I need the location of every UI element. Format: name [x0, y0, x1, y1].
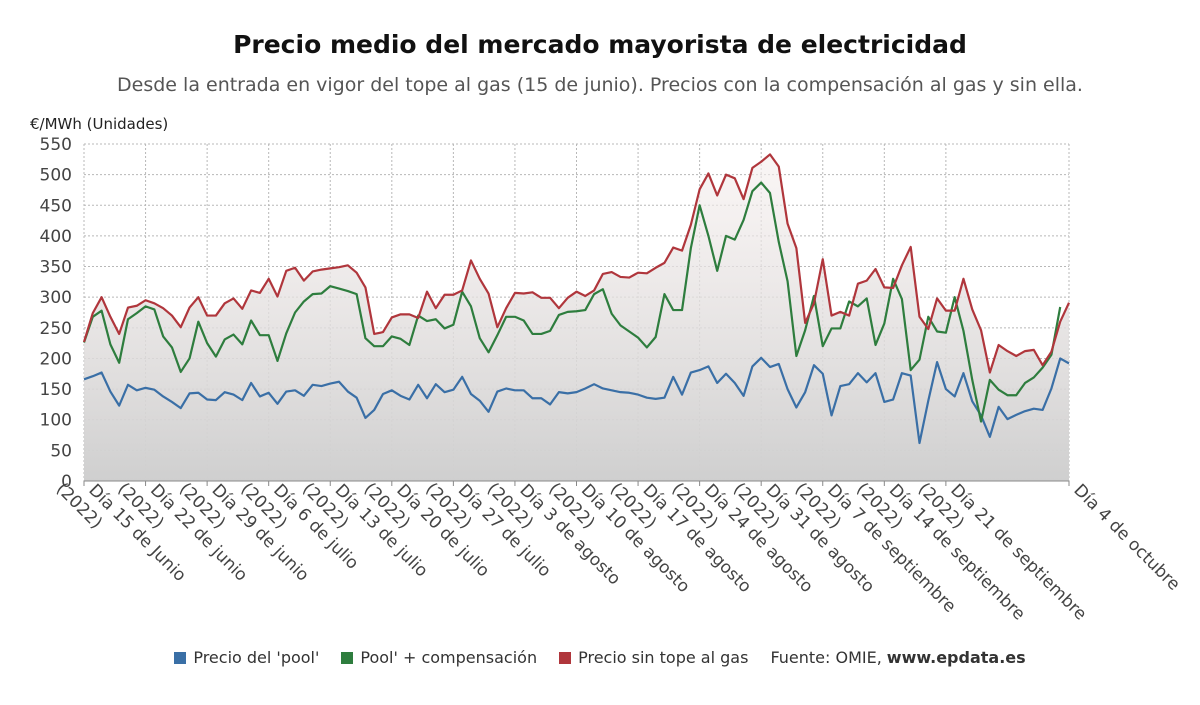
- y-tick-label: 350: [40, 258, 72, 278]
- y-tick-label: 50: [50, 441, 72, 461]
- area-under-max: [84, 154, 1069, 482]
- y-tick-label: 150: [40, 380, 72, 400]
- y-tick-label: 100: [40, 411, 72, 431]
- y-tick-label: 400: [40, 227, 72, 247]
- svg-text:Día 4 de octubre: Día 4 de octubre: [1069, 480, 1183, 594]
- chart-subtitle: Desde la entrada en vigor del tope al ga…: [117, 74, 1083, 96]
- source-site[interactable]: www.epdata.es: [886, 648, 1026, 667]
- legend-item-no-cap[interactable]: Precio sin tope al gas: [559, 648, 748, 667]
- series-line-no-cap[interactable]: [82, 153, 1070, 374]
- legend-label-compensation: Pool' + compensación: [360, 648, 538, 667]
- y-tick-label: 550: [40, 135, 72, 155]
- y-tick-label: 300: [40, 288, 72, 308]
- y-tick-label: 0: [61, 472, 72, 492]
- x-tick-label: Día 15 de Junio(2022): [52, 479, 190, 586]
- legend-label-pool: Precio del 'pool': [193, 648, 320, 667]
- series-lines: [82, 153, 1070, 445]
- legend-item-compensation[interactable]: Pool' + compensación: [341, 648, 537, 667]
- series-line-compensation[interactable]: [82, 181, 1062, 423]
- legend-item-pool[interactable]: Precio del 'pool': [174, 648, 319, 667]
- legend-swatch-compensation: [341, 651, 354, 664]
- y-tick-label: 450: [40, 196, 72, 216]
- source-label: Fuente: OMIE,: [770, 648, 882, 667]
- x-tick-label: Día 4 de octubre: [1069, 480, 1183, 594]
- y-tick-label: 200: [40, 349, 72, 369]
- x-tick-label: Día 14 de septiembre(2022): [852, 479, 1029, 624]
- y-tick-label: 250: [40, 319, 72, 339]
- legend: Precio del 'pool' Pool' + compensación P…: [0, 648, 1200, 667]
- legend-swatch-pool: [174, 651, 187, 664]
- y-tick-label: 500: [40, 166, 72, 186]
- legend-label-no-cap: Precio sin tope al gas: [578, 648, 749, 667]
- legend-swatch-no-cap: [559, 651, 572, 664]
- source-note: Fuente: OMIE, www.epdata.es: [770, 648, 1025, 667]
- chart-title: Precio medio del mercado mayorista de el…: [233, 30, 967, 59]
- x-tick-label: Día 21 de septiembre(2022): [914, 479, 1091, 624]
- series-line-pool[interactable]: [83, 356, 1070, 445]
- y-axis-label: €/MWh (Unidades): [30, 115, 168, 133]
- area-fill: [84, 154, 1069, 482]
